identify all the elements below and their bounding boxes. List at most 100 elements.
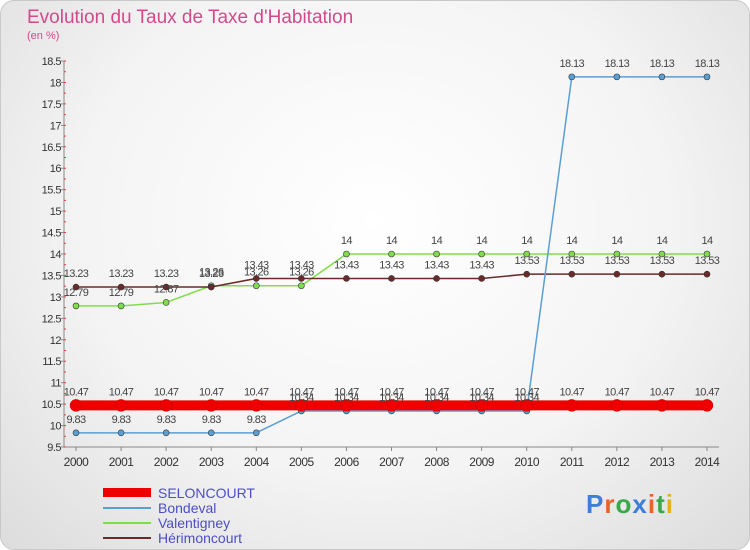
x-tick-label: 2008 — [424, 455, 450, 469]
data-point — [655, 399, 669, 412]
data-label: 13.43 — [289, 259, 314, 271]
data-label: 13.53 — [560, 255, 585, 267]
legend: SELONCOURT Bondeval Valentigney Hérimoncour… — [103, 485, 255, 546]
data-point — [162, 299, 170, 306]
x-tick-label: 2012 — [605, 455, 631, 469]
x-tick-label: 2011 — [560, 455, 585, 469]
data-point — [703, 250, 711, 258]
data-label: 10.34 — [379, 392, 404, 404]
logo-letter: i — [665, 489, 674, 519]
data-label: 13.23 — [64, 268, 89, 280]
data-label: 10.47 — [334, 386, 359, 398]
data-point — [658, 250, 666, 258]
x-tick-label: 2003 — [199, 455, 225, 469]
data-label: 14 — [566, 235, 578, 247]
y-tick-label: 10 — [50, 421, 62, 433]
data-label: 14 — [656, 235, 668, 247]
legend-swatch — [103, 536, 151, 539]
data-point — [388, 275, 395, 282]
data-label: 10.47 — [469, 386, 494, 398]
data-point — [69, 399, 83, 412]
data-point — [117, 302, 125, 310]
logo-letter: i — [647, 489, 657, 519]
data-point — [72, 283, 80, 291]
y-tick-label: 13 — [50, 292, 62, 304]
x-tick-label: 2002 — [154, 455, 180, 469]
data-point — [252, 282, 260, 290]
data-label: 10.47 — [695, 386, 720, 398]
data-point — [658, 270, 666, 278]
logo-letter: o — [615, 489, 633, 519]
y-tick-label: 11.5 — [42, 356, 61, 368]
data-point — [613, 270, 621, 278]
data-point — [385, 399, 398, 412]
data-label: 9.83 — [157, 414, 176, 426]
data-label: 13.53 — [605, 255, 630, 267]
data-label: 10.47 — [424, 386, 449, 398]
y-tick-label: 16.5 — [42, 142, 62, 154]
data-point — [703, 270, 711, 278]
data-point — [162, 283, 170, 291]
chart-title: Evolution du Taux de Taxe d'Habitation — [27, 7, 354, 28]
data-label: 10.47 — [199, 386, 224, 398]
data-point — [430, 399, 443, 412]
data-point — [295, 399, 308, 412]
data-label: 10.47 — [289, 386, 314, 398]
x-tick-label: 2010 — [514, 455, 540, 469]
x-tick-label: 2014 — [695, 455, 721, 469]
data-label: 14 — [476, 235, 488, 247]
data-point — [568, 250, 576, 258]
data-point — [343, 250, 350, 258]
y-tick-label: 18.5 — [42, 56, 62, 68]
data-label: 10.34 — [289, 392, 314, 404]
data-label: 9.83 — [66, 414, 85, 426]
legend-item: SELONCOURT — [103, 485, 255, 501]
data-point — [523, 250, 531, 258]
data-point — [114, 399, 128, 412]
legend-label: Valentigney — [158, 514, 231, 531]
data-point — [117, 429, 125, 437]
data-label: 14 — [521, 235, 533, 247]
data-point — [72, 302, 80, 310]
legend-label: Hérimoncourt — [158, 529, 243, 546]
x-tick-label: 2004 — [244, 455, 270, 469]
data-label: 10.47 — [650, 386, 675, 398]
data-label: 13.23 — [154, 268, 179, 280]
data-label: 10.47 — [560, 386, 585, 398]
data-label: 9.83 — [202, 414, 221, 426]
data-point — [298, 275, 305, 282]
data-point — [207, 283, 215, 291]
data-label: 13.43 — [424, 259, 449, 271]
data-point — [610, 399, 624, 412]
y-tick-label: 11 — [51, 378, 62, 390]
data-label: 10.47 — [64, 386, 89, 398]
data-point — [478, 275, 485, 282]
data-point — [565, 399, 579, 412]
data-point — [523, 270, 531, 278]
data-point — [204, 399, 218, 412]
data-point — [700, 399, 714, 412]
data-label: 10.47 — [244, 386, 269, 398]
x-tick-label: 2006 — [334, 455, 360, 469]
legend-item: Hérimoncourt — [103, 529, 255, 546]
logo-letter: t — [656, 489, 666, 519]
data-point — [207, 429, 215, 437]
data-point — [613, 73, 621, 81]
data-label: 10.47 — [109, 386, 134, 398]
x-tick-label: 2009 — [469, 455, 495, 469]
data-point — [250, 399, 263, 412]
data-point — [433, 250, 440, 258]
data-label: 10.34 — [424, 392, 449, 404]
data-point — [568, 73, 576, 81]
data-point — [388, 250, 395, 258]
logo-letter: P — [586, 489, 605, 519]
y-tick-label: 14.5 — [42, 228, 62, 240]
legend-swatch — [103, 521, 151, 524]
y-tick-label: 12.5 — [42, 313, 62, 325]
data-label: 18.13 — [605, 58, 630, 70]
y-tick-label: 9.5 — [47, 442, 61, 454]
data-label: 14 — [386, 235, 398, 247]
data-label: 13.53 — [514, 255, 539, 267]
